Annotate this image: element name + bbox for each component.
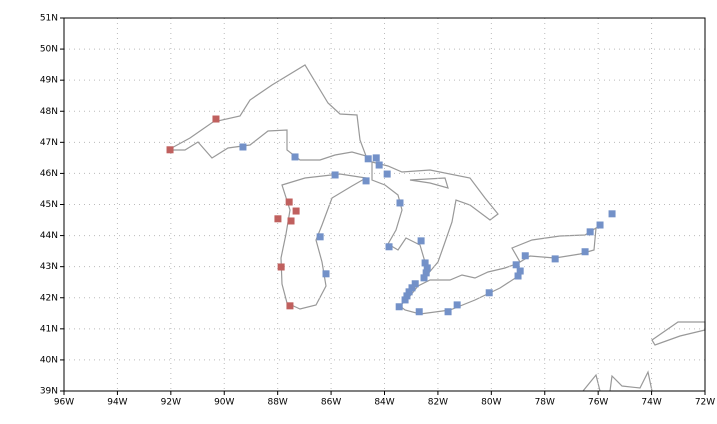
- y-tick-label: 39N: [40, 387, 58, 397]
- x-tick-label: 72W: [695, 398, 715, 408]
- station-marker: [375, 161, 383, 169]
- x-tick-label: 78W: [535, 398, 555, 408]
- y-tick-label: 44N: [40, 231, 58, 241]
- station-marker: [331, 171, 339, 179]
- station-marker: [453, 301, 461, 309]
- y-tick-label: 49N: [40, 76, 58, 86]
- station-marker: [362, 177, 370, 185]
- station-marker: [411, 280, 419, 288]
- y-tick-label: 46N: [40, 169, 58, 179]
- station-marker: [581, 248, 589, 256]
- station-marker: [212, 115, 220, 123]
- station-marker: [596, 221, 604, 229]
- x-tick-label: 80W: [481, 398, 501, 408]
- station-marker: [239, 143, 247, 151]
- station-marker: [420, 274, 428, 282]
- atlantic-coast: [582, 321, 706, 392]
- y-tick-label: 50N: [40, 45, 58, 55]
- y-tick-label: 48N: [40, 107, 58, 117]
- station-marker: [401, 296, 409, 304]
- station-marker: [277, 263, 285, 271]
- x-tick-label: 88W: [267, 398, 287, 408]
- station-marker: [291, 153, 299, 161]
- station-marker: [274, 215, 282, 223]
- station-marker: [415, 308, 423, 316]
- y-tick-label: 43N: [40, 262, 58, 272]
- x-tick-label: 94W: [107, 398, 127, 408]
- station-marker: [405, 288, 413, 296]
- station-marker: [316, 233, 324, 241]
- station-marker: [395, 303, 403, 311]
- y-tick-label: 51N: [40, 14, 58, 24]
- station-marker: [422, 269, 430, 277]
- station-marker: [385, 243, 393, 251]
- station-marker: [408, 284, 416, 292]
- station-marker: [512, 261, 520, 269]
- y-tick-label: 47N: [40, 138, 58, 148]
- y-tick-label: 45N: [40, 200, 58, 210]
- station-marker: [287, 217, 295, 225]
- x-tick-label: 92W: [161, 398, 181, 408]
- georgian-bay: [409, 177, 449, 189]
- plot-frame: [63, 17, 706, 392]
- station-marker: [421, 259, 429, 267]
- station-marker: [396, 199, 404, 207]
- station-marker: [285, 198, 293, 206]
- station-marker: [417, 237, 425, 245]
- lake-erie: [399, 263, 521, 315]
- x-tick-label: 96W: [54, 398, 74, 408]
- station-marker: [485, 289, 493, 297]
- y-tick-label: 41N: [40, 324, 58, 334]
- station-marker: [516, 267, 524, 275]
- station-marker: [372, 154, 380, 162]
- station-marker: [322, 270, 330, 278]
- x-tick-label: 86W: [321, 398, 341, 408]
- y-tick-label: 42N: [40, 293, 58, 303]
- x-tick-label: 90W: [214, 398, 234, 408]
- station-marker: [551, 255, 559, 263]
- x-tick-label: 82W: [428, 398, 448, 408]
- station-marker: [423, 264, 431, 272]
- coastlines: [167, 64, 706, 392]
- lake-michigan: [280, 173, 368, 310]
- station-marker: [514, 272, 522, 280]
- y-tick-label: 40N: [40, 355, 58, 365]
- station-marker: [608, 210, 616, 218]
- station-marker: [521, 252, 529, 260]
- lake-superior: [167, 64, 367, 161]
- x-tick-label: 84W: [374, 398, 394, 408]
- station-marker: [292, 207, 300, 215]
- station-marker: [166, 146, 174, 154]
- station-marker: [403, 292, 411, 300]
- station-marker: [444, 308, 452, 316]
- x-tick-label: 76W: [588, 398, 608, 408]
- station-marker: [286, 302, 294, 310]
- x-tick-label: 74W: [641, 398, 661, 408]
- station-marker: [364, 155, 372, 163]
- lake-huron: [371, 161, 499, 277]
- station-marker: [586, 228, 594, 236]
- station-marker: [383, 170, 391, 178]
